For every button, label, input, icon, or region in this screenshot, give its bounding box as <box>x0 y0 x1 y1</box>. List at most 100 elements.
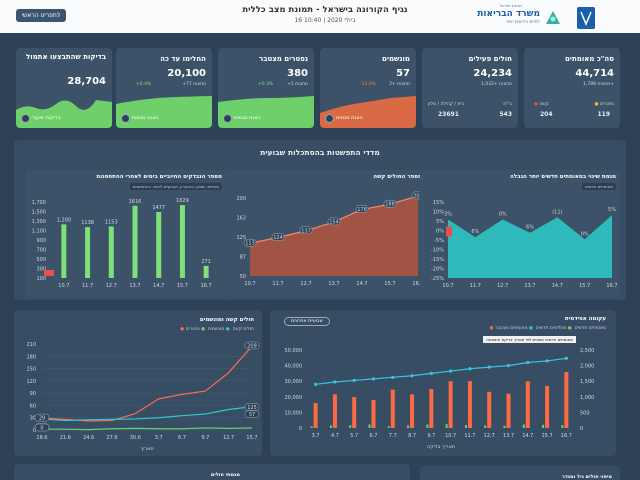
data-label: 137 <box>301 228 311 234</box>
data-label: 178 <box>357 207 367 213</box>
kpi-recovered-sparkline <box>116 96 212 128</box>
home-button[interactable]: לתפריט הראשי <box>16 9 66 22</box>
x-tick-label: 16.7 <box>412 281 423 287</box>
data-label: 1153 <box>105 219 118 225</box>
y-tick-label: 0% <box>436 229 444 235</box>
x-axis-title: תאריך <box>140 446 153 452</box>
x-tick-label: 27.6 <box>106 435 117 441</box>
bar-recovered <box>445 424 448 428</box>
bar <box>352 397 357 428</box>
x-tick-label: 15.7 <box>579 283 590 289</box>
x-tick-label: 15.7 <box>384 281 395 287</box>
trend-icon[interactable] <box>223 114 232 123</box>
y-tick-label: 0 <box>33 428 36 434</box>
x-tick-label: 10.7 <box>58 283 69 289</box>
bar-recovered <box>464 425 467 428</box>
x-tick-label: 14.7 <box>552 283 563 289</box>
x-tick-label: 12.7 <box>300 281 311 287</box>
bar-recovered <box>426 424 429 428</box>
trend-icon[interactable] <box>21 114 30 123</box>
x-tick-label: 13.7 <box>524 283 535 289</box>
value-badge <box>327 217 341 226</box>
x-tick-label: 7.7 <box>389 433 397 439</box>
data-label: 6% <box>526 225 534 231</box>
chart-change-pct: מגמת שינוי במאומתים חדשים יותר הגבלה מאו… <box>420 170 620 298</box>
y-tick-label-right: 1,000 <box>580 395 594 401</box>
x-tick-label: 16.7 <box>606 283 617 289</box>
bar <box>564 372 569 428</box>
data-label: (11) <box>552 209 562 215</box>
kpi-active-cases[interactable]: חולים פעילים 24,234 1,032+ מחצות בי"ח בי… <box>422 48 518 128</box>
kpi-total-confirmed[interactable]: סה"כ מאומתים 44,714 מחצות 1,788+ ● נפטרי… <box>524 48 620 128</box>
kpi-tests-yesterday[interactable]: בדיקות שהתבצעו אתמול 28,704 בדיקות שיעור <box>16 48 112 128</box>
y-tick-label: -10% <box>431 248 444 254</box>
y-tick-label: 60 <box>30 403 36 409</box>
y-tick-label: 30,000 <box>285 379 303 385</box>
y-tick-label: 10% <box>433 210 444 216</box>
ministry-logo: מדינת ישראל משרד הבריאות לחיים בריאים יו… <box>470 3 600 29</box>
series-line <box>41 345 253 422</box>
bar <box>332 394 337 428</box>
bar <box>525 381 530 428</box>
data-label: 124 <box>273 235 283 241</box>
x-axis-title: תאריך בדיקה <box>427 444 455 450</box>
y-tick-label: 900 <box>36 238 46 244</box>
bar <box>390 389 395 428</box>
x-tick-label: 12.7 <box>223 435 234 441</box>
y-tick-label: 1,100 <box>32 229 46 235</box>
bar <box>429 389 434 428</box>
bar-recovered <box>310 426 313 428</box>
kpi-deceased[interactable]: נפטרים מצטבר 380 +1 מחצות +0.3% הצגת מגמ… <box>218 48 314 128</box>
data-label: 204 <box>413 193 423 199</box>
bar-recovered <box>561 425 564 428</box>
y-tick-label: 210 <box>26 342 36 348</box>
value-badge <box>243 239 257 247</box>
y-tick-label: 0 <box>299 426 302 432</box>
kpi-recovered[interactable]: החלימו עד כה 20,100 +77 מחצות +0.4% הצגת… <box>116 48 212 128</box>
trend-icon[interactable] <box>325 114 334 123</box>
y-tick-label: 50,000 <box>285 348 303 354</box>
x-tick-label: 11.7 <box>470 283 481 289</box>
x-tick-label: 16.7 <box>201 283 212 289</box>
y-tick-label: 40,000 <box>285 364 303 370</box>
highlight-marker <box>44 270 54 276</box>
chart-severe-weekly: מספר החולים קשה 200 162 125 87 50 113 10.7 124 1… <box>226 170 426 298</box>
x-tick-label: 9.7 <box>427 433 435 439</box>
y-tick-label: -25% <box>431 276 444 282</box>
data-label: 209 <box>247 344 257 350</box>
combo-chart: 50,000 40,000 30,000 20,000 10,000 0 2,500 2,00… <box>285 348 595 450</box>
header-bar: לתפריט הראשי נגיף הקורונה בישראל - תמונת… <box>0 0 640 33</box>
y-tick-label-right: 500 <box>580 410 590 416</box>
bar-recovered <box>503 425 506 428</box>
data-point <box>410 374 414 378</box>
x-tick-label: 24.6 <box>83 435 94 441</box>
x-tick-label: 6.7 <box>178 435 186 441</box>
panel-age-gender: מיפוי חולים גיל ומגדר <box>420 466 620 480</box>
kpi-ventilated-sparkline <box>320 96 416 128</box>
value-badge <box>244 410 260 418</box>
y-tick-label: 120 <box>26 379 36 385</box>
y-tick-label: 50 <box>240 274 246 280</box>
data-point <box>545 359 549 363</box>
bar <box>313 403 318 428</box>
trend-icon[interactable] <box>121 114 130 123</box>
bar-chart: 1,700 1,500 1,300 1,100 900 700 500 300 100 1,200… <box>32 198 212 289</box>
x-tick-label: 10.7 <box>244 281 255 287</box>
data-point <box>333 380 337 384</box>
legend: ● מאומתים חדשים ● מחלימים חדשים ● מאומתי… <box>489 326 606 331</box>
data-label: 1138 <box>81 220 94 226</box>
y-tick-label: 20,000 <box>285 395 303 401</box>
filter-button[interactable]: שבועיים אחרונים <box>284 317 330 326</box>
data-label: 57 <box>249 412 255 418</box>
kpi-ventilated[interactable]: מונשמים 57 2+ מחצות -13.0% הצגת מגמות <box>320 48 416 128</box>
y-tick-label: 100 <box>36 276 46 282</box>
x-tick-label: 9.7 <box>201 435 209 441</box>
series-line <box>315 357 567 385</box>
y-tick-label: 300 <box>36 267 46 273</box>
x-tick-label: 11.7 <box>464 433 475 439</box>
bar <box>410 394 415 428</box>
x-tick-label: 15.7 <box>177 283 188 289</box>
data-point <box>526 360 530 365</box>
y-tick-label: 1,300 <box>32 219 46 225</box>
data-point <box>391 375 395 379</box>
